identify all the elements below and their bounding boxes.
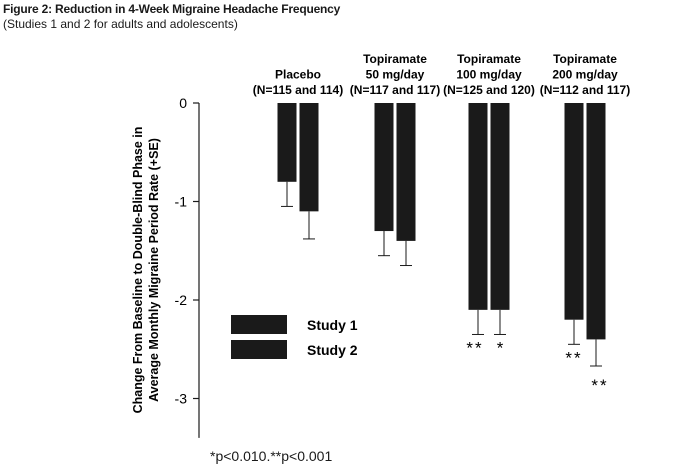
axes: 0 -1 -2 -3	[175, 95, 200, 438]
y-axis-label-line1: Change From Baseline to Double-Blind Pha…	[131, 127, 145, 414]
category-label: 100 mg/day	[456, 68, 522, 82]
category-label: (N=125 and 120)	[443, 83, 535, 97]
significance-marker: *	[497, 338, 506, 357]
bar-study-2	[396, 103, 416, 241]
significance-marker: **	[591, 376, 608, 395]
bar-study-2	[490, 103, 510, 310]
legend-label: Study 1	[307, 317, 358, 333]
bar-study-1	[277, 103, 297, 182]
category-label: Placebo	[275, 68, 321, 82]
figure-title: Figure 2: Reduction in 4-Week Migraine H…	[3, 2, 341, 16]
y-tick-label: -2	[175, 292, 188, 308]
category-label: Topiramate	[553, 52, 617, 66]
bar-study-1	[468, 103, 488, 310]
legend: Study 1 Study 2	[231, 315, 358, 359]
bar-study-2	[299, 103, 319, 212]
category-label: Topiramate	[363, 52, 427, 66]
category-label: (N=112 and 117)	[540, 83, 630, 97]
category-label: 200 mg/day	[552, 68, 618, 82]
figure-subtitle: (Studies 1 and 2 for adults and adolesce…	[3, 17, 238, 31]
y-tick-label: -3	[175, 391, 188, 407]
legend-label: Study 2	[307, 342, 358, 358]
bar-study-1	[564, 103, 584, 320]
category-label: Topiramate	[457, 52, 521, 66]
y-axis-label: Change From Baseline to Double-Blind Pha…	[131, 127, 161, 414]
significance-footnote: *p<0.010.**p<0.001	[210, 448, 333, 464]
category-label: (N=117 and 117)	[350, 83, 440, 97]
significance-marker: **	[466, 338, 483, 357]
y-tick-label: -1	[175, 194, 188, 210]
significance-marker: **	[565, 348, 582, 367]
y-axis-label-line2: Average Monthly Migraine Period Rate (+S…	[147, 138, 161, 402]
legend-swatch	[231, 315, 287, 334]
bar-study-2	[586, 103, 606, 340]
y-tick-label: 0	[179, 95, 187, 111]
category-labels: Placebo(N=115 and 114) Topiramate 50 mg/da…	[253, 52, 630, 97]
legend-swatch	[231, 340, 287, 359]
bar-study-1	[374, 103, 394, 232]
bars: *******	[277, 103, 608, 395]
category-label: 50 mg/day	[366, 68, 425, 82]
category-label: (N=115 and 114)	[253, 83, 343, 97]
